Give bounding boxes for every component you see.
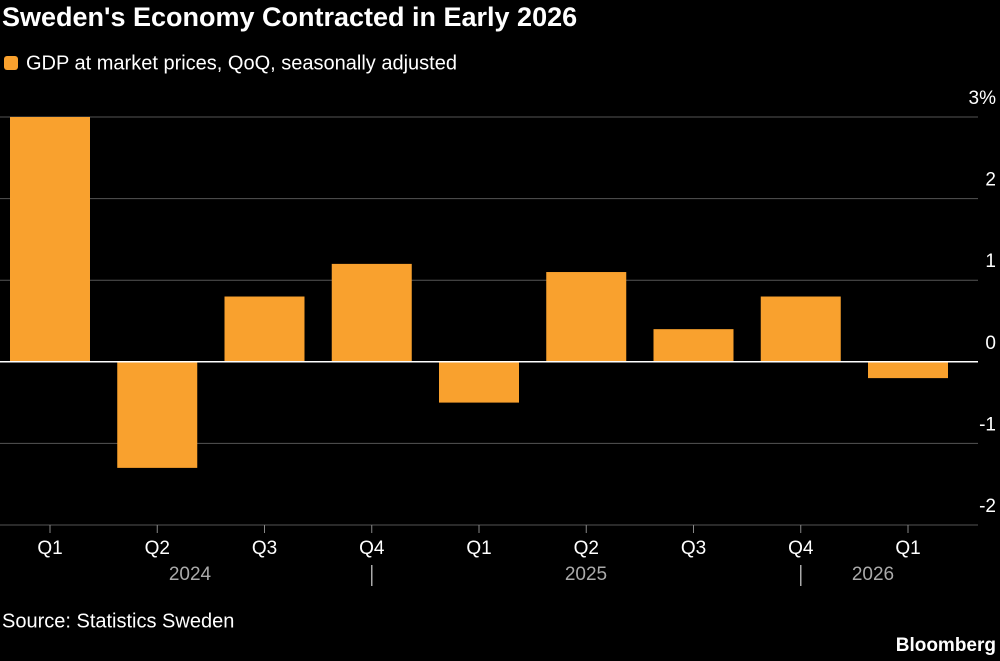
year-label: 2026: [852, 564, 894, 585]
x-tick-label: Q3: [252, 538, 277, 559]
bar: [760, 296, 841, 362]
bar: [546, 272, 627, 362]
bar: [439, 361, 519, 403]
y-tick-label: 0: [985, 333, 996, 354]
y-tick-label: -1: [979, 414, 996, 435]
x-tick-label: Q1: [37, 538, 62, 559]
bar: [117, 361, 198, 468]
x-tick-label: Q4: [359, 538, 385, 559]
x-tick-label: Q1: [466, 538, 491, 559]
y-tick-label: 3%: [969, 88, 997, 109]
chart-title: Sweden's Economy Contracted in Early 202…: [2, 2, 577, 32]
x-tick-label: Q2: [574, 538, 599, 559]
y-tick-label: -2: [979, 496, 996, 517]
legend-label: GDP at market prices, QoQ, seasonally ad…: [26, 52, 457, 74]
brand: Bloomberg: [896, 635, 996, 656]
x-tick-label: Q4: [788, 538, 814, 559]
bar: [224, 296, 305, 362]
year-label: 2025: [565, 564, 607, 585]
x-tick-label: Q1: [895, 538, 920, 559]
bar: [10, 117, 90, 362]
bar: [331, 263, 412, 362]
y-tick-label: 1: [985, 251, 996, 272]
x-tick-label: Q2: [145, 538, 170, 559]
y-tick-label: 2: [985, 170, 996, 191]
bar: [653, 329, 734, 362]
year-label: 2024: [169, 564, 212, 585]
source: Source: Statistics Sweden: [2, 610, 234, 632]
legend-swatch: [4, 56, 18, 70]
bar: [868, 361, 948, 379]
x-tick-label: Q3: [681, 538, 706, 559]
